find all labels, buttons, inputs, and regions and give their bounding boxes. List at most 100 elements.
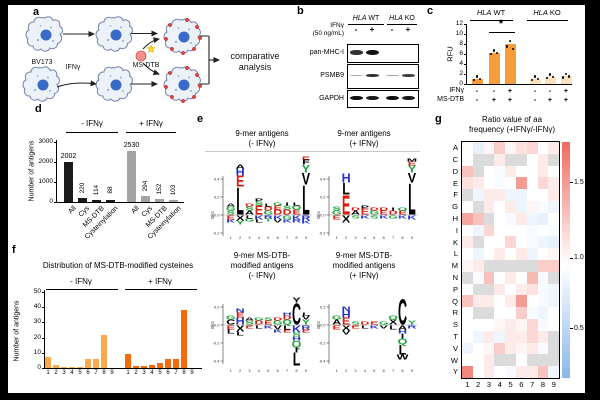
heatmap-col-label: 3: [486, 380, 492, 389]
ifn-label: IFNγ: [66, 64, 81, 71]
heatmap-cell: [526, 236, 538, 249]
svg-text:5: 5: [267, 368, 270, 373]
heatmap-cell: [483, 260, 495, 272]
svg-text:7: 7: [392, 235, 395, 240]
f-x-tick-label: 4: [150, 370, 154, 376]
heatmap-cell: [516, 248, 527, 260]
heatmap-cell: [505, 224, 516, 237]
logo-letter: A: [351, 210, 360, 216]
logo-letter: A: [226, 203, 235, 207]
svg-text:4: 4: [258, 368, 261, 373]
heatmap-cell: [516, 224, 527, 237]
heatmap-cell: [472, 142, 484, 154]
svg-text:7: 7: [286, 235, 289, 240]
heatmap-row-label: D: [452, 166, 458, 176]
heatmap-cell: [505, 307, 516, 319]
d-bar: [78, 197, 87, 202]
svg-text:4: 4: [364, 235, 367, 240]
heatmap-cell: [505, 283, 516, 296]
data-point: [511, 47, 515, 51]
logo-letter: C: [226, 319, 236, 327]
logo-letter: A: [245, 317, 254, 321]
logo-letter: S: [370, 215, 378, 219]
logo-letter: S: [351, 321, 359, 325]
heatmap-cell: [548, 153, 560, 166]
d-y-tick: [54, 162, 56, 163]
logo1-title-2: (- IFNγ): [248, 139, 276, 148]
heatmap-cell: [505, 201, 516, 213]
svg-text:-0.2: -0.2: [213, 341, 221, 346]
heatmap-row-label: F: [453, 190, 458, 200]
d-minus-underline: [66, 132, 118, 133]
d-y-tick: [54, 182, 56, 183]
significance-star: *: [498, 18, 504, 30]
logo-letter: R: [301, 215, 311, 223]
heatmap-cell: [537, 271, 549, 284]
cell-untreated: [25, 16, 63, 52]
f-group-plus: + IFNγ: [148, 277, 172, 286]
heatmap-row-label: H: [452, 214, 458, 223]
heatmap-row-label: V: [452, 343, 458, 353]
logo1-title-1: 9-mer antigens: [235, 129, 289, 138]
heatmap-cell: [537, 307, 549, 319]
hla-italic: HLA: [352, 15, 367, 22]
heatmap-row-label: I: [455, 225, 458, 235]
heatmap-cell: [548, 330, 560, 343]
heatmap-cell: [483, 366, 495, 378]
heatmap-cell: [548, 212, 560, 225]
c-y-axis: [466, 24, 467, 84]
heatmap-row-label: E: [452, 178, 458, 188]
blot-row-label: pan-MHC-I: [309, 49, 344, 56]
svg-text:4: 4: [364, 368, 367, 373]
data-point: [495, 51, 499, 55]
logo-letter: G: [332, 315, 342, 321]
f-x-axis: [44, 368, 202, 369]
logo-letter: Q: [398, 207, 408, 211]
logo-letter: G: [282, 215, 292, 221]
heatmap-cell: [483, 307, 495, 319]
heatmap-cell: [516, 319, 527, 331]
svg-text:1: 1: [336, 368, 339, 373]
heatmap-cell: [472, 177, 484, 190]
svg-text:5: 5: [373, 235, 376, 240]
heatmap-cell: [526, 366, 538, 378]
heatmap-cell: [483, 153, 495, 166]
logo-letter: L: [408, 174, 416, 224]
svg-text:0.2: 0.2: [214, 305, 220, 310]
heatmap-col-label: 7: [530, 380, 535, 389]
f-x-tick-label: 8: [182, 370, 186, 376]
f-x-tick-label: 1: [126, 370, 130, 376]
heatmap-cell: [472, 212, 484, 225]
logo-letter: E: [408, 161, 417, 167]
heatmap-row-label: C: [452, 155, 458, 164]
heatmap-cell: [505, 236, 516, 249]
f-bar: [181, 310, 187, 368]
heatmap-cell: [472, 271, 484, 284]
svg-text:1: 1: [230, 235, 233, 240]
logo-letter: P: [361, 205, 369, 209]
svg-text:6: 6: [277, 235, 280, 240]
heatmap-cell: [526, 260, 538, 272]
logo-letter: N: [342, 306, 351, 314]
logo-letter: L: [302, 312, 310, 316]
logo-letter: L: [227, 329, 235, 335]
heatmap-cell: [494, 189, 506, 201]
logo-letter: X: [342, 215, 351, 225]
blot-row-label: GAPDH: [319, 94, 344, 102]
f-y-axis: [44, 290, 45, 368]
logo-letter: E: [283, 329, 291, 333]
logo-letter: S: [227, 210, 236, 216]
heatmap-cell: [483, 248, 495, 260]
heatmap-border: [461, 141, 561, 379]
heatmap-cell: [548, 248, 560, 260]
heatmap-cell: [548, 177, 560, 190]
heatmap-cell: [548, 307, 560, 319]
d-plus-underline: [126, 132, 176, 133]
f-bar: [93, 358, 99, 368]
heatmap-col-label: 2: [476, 380, 481, 389]
svg-text:3: 3: [354, 368, 357, 373]
logo-letter: R: [407, 325, 416, 329]
heatmap-cell: [462, 307, 473, 319]
heatmap-cell: [462, 142, 473, 154]
colorbar-tick: [570, 257, 573, 259]
